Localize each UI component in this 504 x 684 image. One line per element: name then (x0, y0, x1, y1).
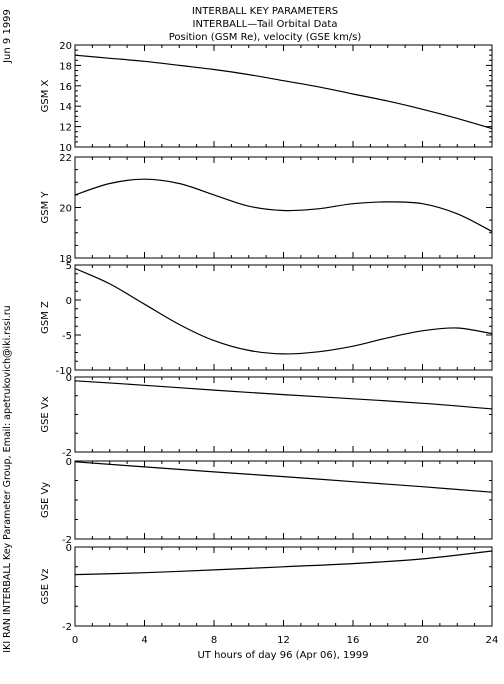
panel-gse-vy: 0 -2 GSE Vy (40, 457, 493, 546)
x-axis-label: UT hours of day 96 (Apr 06), 1999 (197, 650, 368, 661)
x-tick-label: 8 (211, 635, 217, 646)
y-tick-label: 0 (66, 296, 72, 307)
y-axis-label: GSM Y (40, 191, 51, 224)
date-stamp: Jun 9 1999 (2, 9, 13, 64)
y-axis-label: GSE Vx (40, 396, 51, 432)
chart-title-line1: INTERBALL KEY PARAMETERS (192, 6, 338, 17)
panel-gsm-y: 22 20 18 GSM Y (40, 153, 493, 265)
panel-frame (74, 376, 493, 453)
y-tick-label: -5 (62, 331, 72, 342)
y-axis-label: GSM X (40, 79, 51, 112)
series-line-gse-vy (74, 461, 493, 493)
y-tick-label: 12 (59, 123, 72, 134)
y-tick-label: 14 (59, 102, 72, 113)
y-tick-label: -2 (62, 535, 72, 546)
x-tick-labels: 0 4 8 12 16 20 24 (72, 635, 499, 646)
x-tick-label: 16 (347, 635, 360, 646)
y-axis-label: GSM Z (40, 301, 51, 334)
series-line-gsm-z (74, 267, 493, 355)
series-line-gsm-y (74, 178, 493, 233)
y-tick-label: -10 (56, 366, 72, 377)
y-tick-label: 18 (59, 254, 72, 265)
panel-frame (74, 460, 493, 540)
panel-gse-vx: 0 -2 GSE Vx (40, 373, 493, 459)
y-tick-label: -2 (62, 448, 72, 459)
y-tick-label: 22 (59, 153, 72, 164)
y-axis-label: GSE Vy (40, 482, 51, 518)
y-axis-label: GSE Vz (40, 569, 51, 605)
panel-gse-vz: 0 -2 GSE Vz (40, 543, 493, 633)
y-tick-label: 20 (59, 204, 72, 215)
x-tick-label: 20 (416, 635, 429, 646)
y-tick-label: 0 (66, 373, 72, 384)
y-tick-label: 0 (66, 457, 72, 468)
panel-gsm-x: 20 18 16 14 12 10 GSM X (40, 41, 493, 154)
x-tick-label: 4 (141, 635, 147, 646)
panel-frame (74, 156, 493, 259)
chart-title-line3: Position (GSM Re), velocity (GSE km/s) (169, 32, 362, 43)
series-line-gse-vz (74, 550, 493, 576)
series-line-gse-vx (74, 380, 493, 410)
x-tick-label: 0 (72, 635, 78, 646)
x-tick-label: 12 (277, 635, 290, 646)
panel-frame (74, 546, 493, 627)
y-tick-label: 5 (66, 261, 72, 272)
y-tick-label: 10 (59, 143, 72, 154)
series-line-gsm-x (74, 54, 493, 130)
y-tick-label: 18 (59, 61, 72, 72)
chart-title-line2: INTERBALL—Tail Orbital Data (193, 19, 338, 30)
x-tick-label: 24 (486, 635, 499, 646)
panels: 20 18 16 14 12 10 GSM X 22 20 18 GSM Y 5 0 -5 -10 GSM Z… (40, 41, 493, 633)
y-tick-label: 16 (59, 82, 72, 93)
y-tick-label: 20 (59, 41, 72, 52)
panel-gsm-z: 5 0 -5 -10 GSM Z (40, 261, 493, 377)
credit-text: IKI RAN INTERBALL Key Parameter Group, E… (2, 305, 13, 652)
y-tick-label: 0 (66, 543, 72, 554)
y-tick-label: -2 (62, 622, 72, 633)
